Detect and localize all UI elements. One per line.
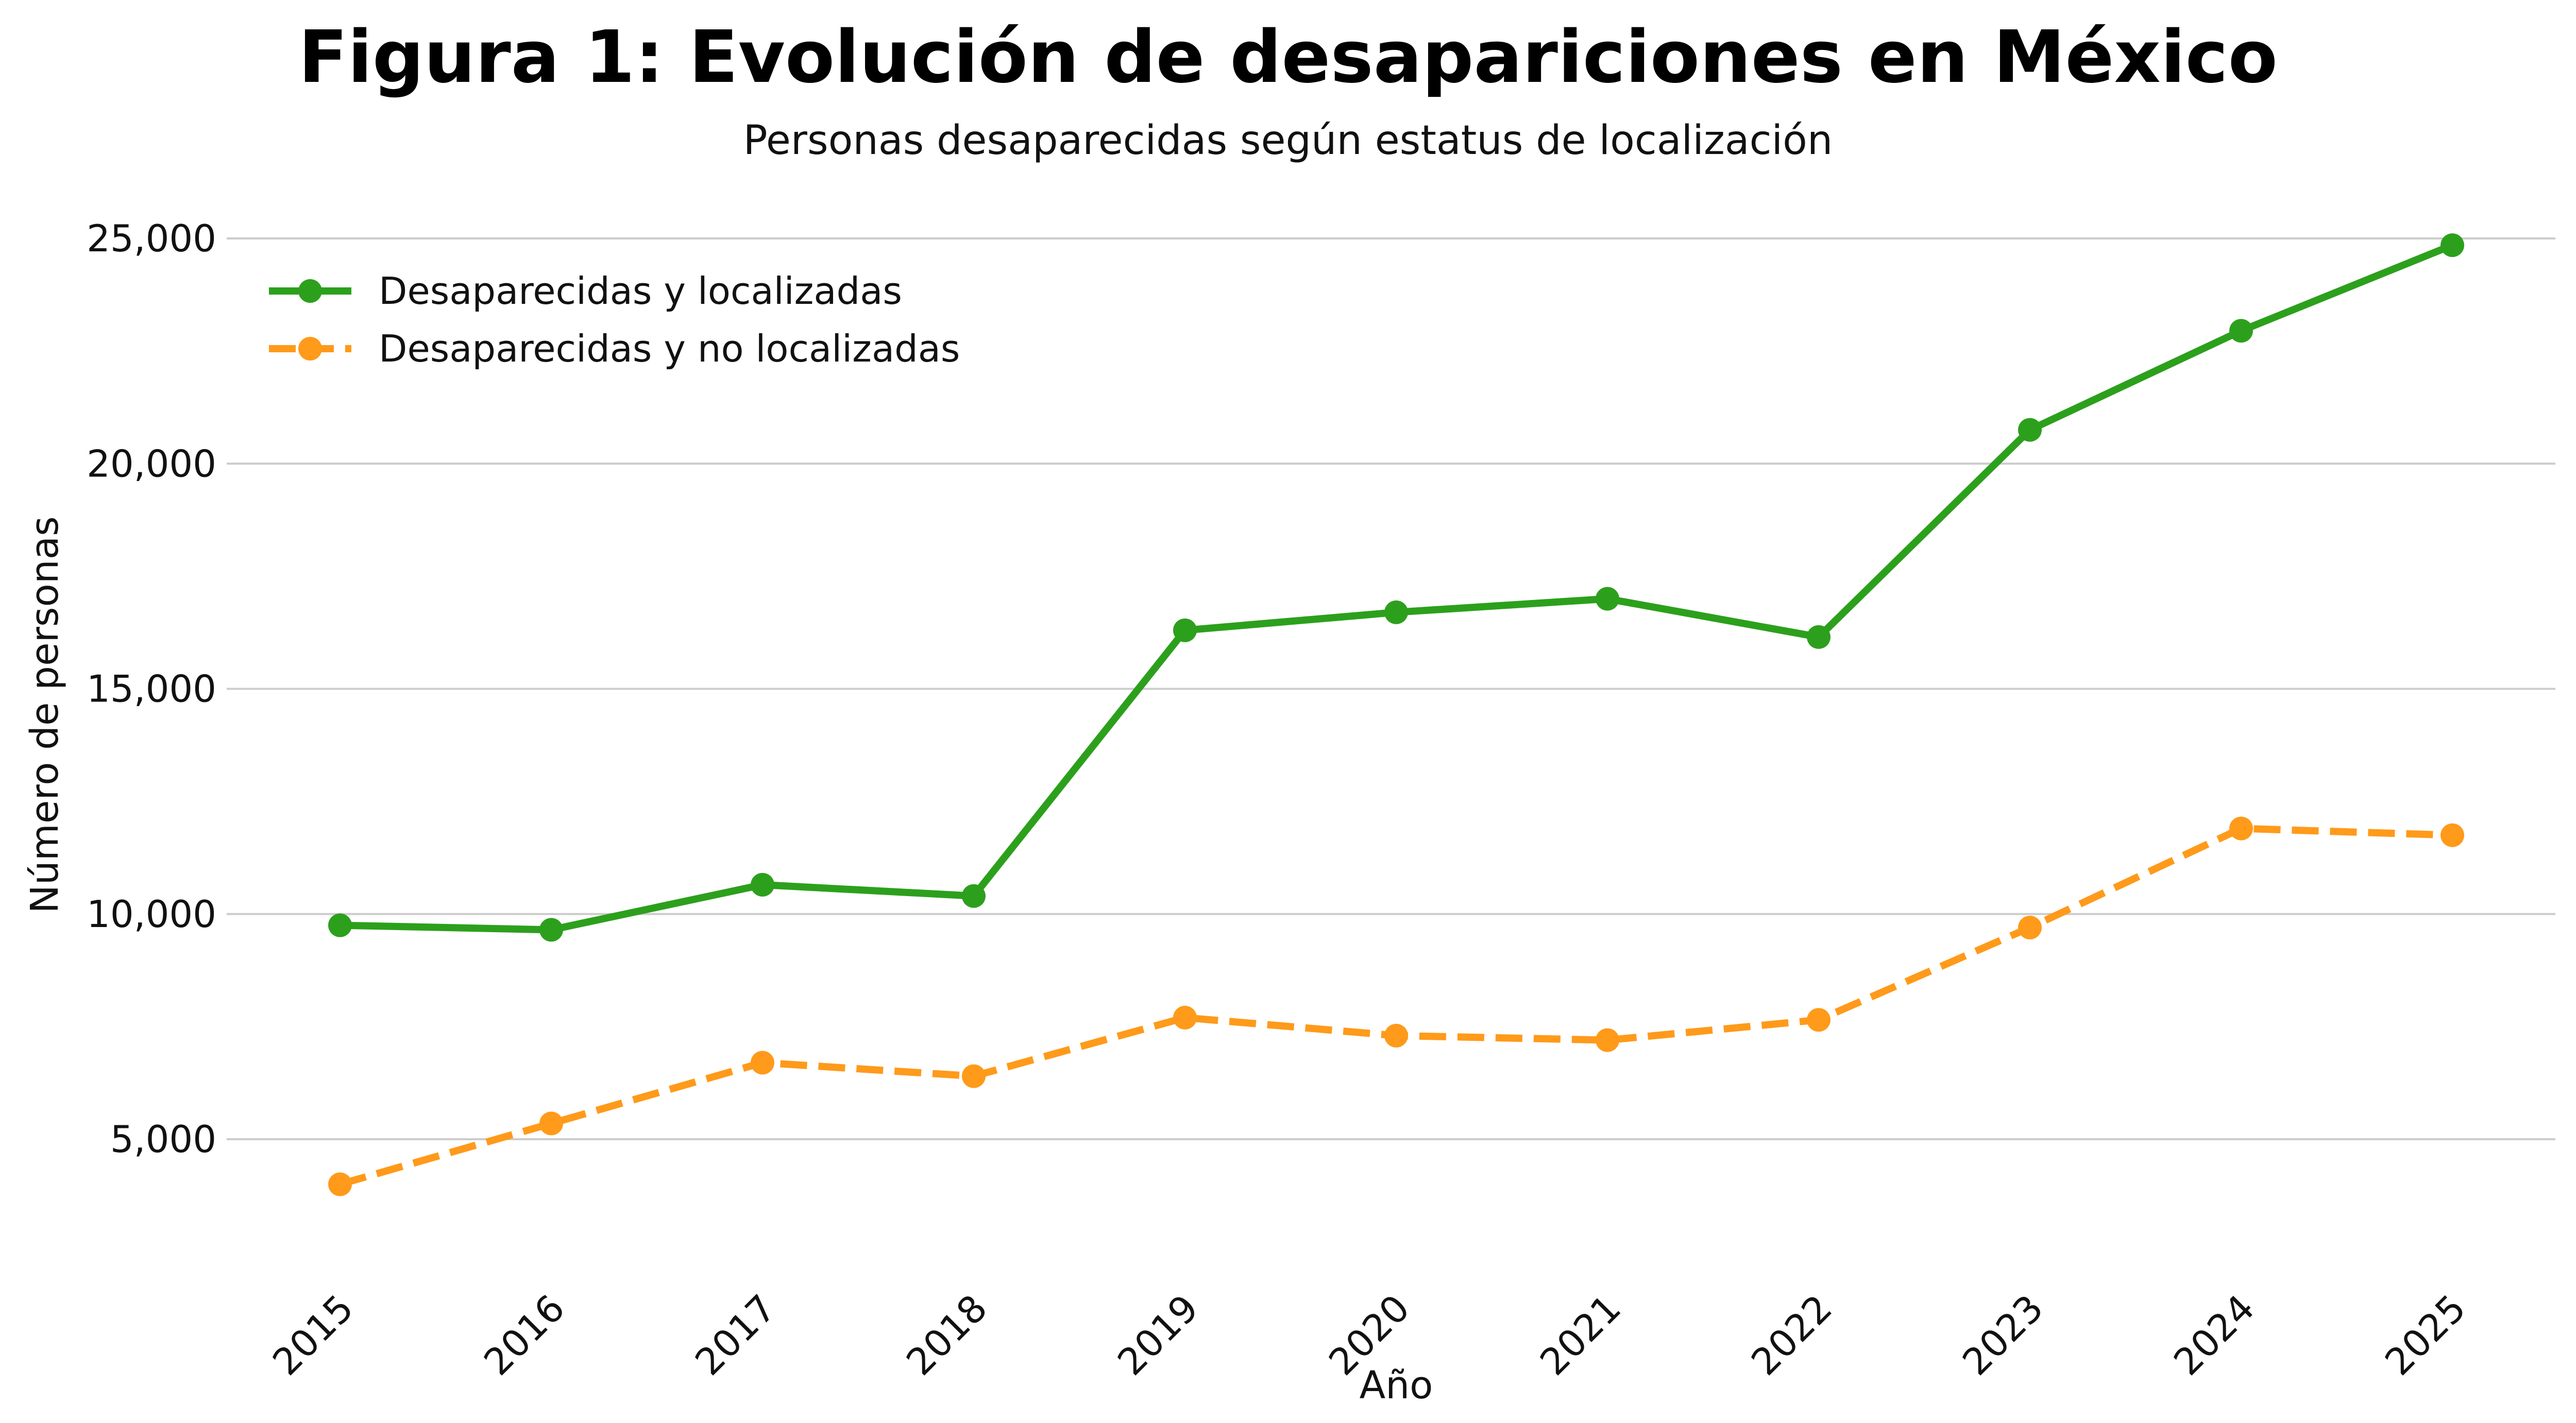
data-point — [2018, 915, 2042, 939]
y-axis-label: Número de personas — [23, 516, 67, 913]
y-axis-ticks: 5,000 10,000 15,000 20,000 25,000 — [87, 217, 216, 1161]
series-1 — [328, 233, 2464, 942]
data-point — [1384, 1023, 1408, 1048]
legend-swatch-marker — [298, 337, 322, 361]
x-tick-label: 2015 — [264, 1287, 362, 1384]
y-tick-label: 5,000 — [110, 1118, 216, 1161]
data-point — [539, 918, 563, 942]
data-point — [2018, 418, 2042, 442]
y-tick-label: 25,000 — [87, 217, 216, 260]
chart-title: Figura 1: Evolución de desapariciones en… — [298, 15, 2278, 99]
x-tick-label: 2023 — [1954, 1287, 2052, 1384]
data-point — [1173, 1005, 1197, 1030]
data-point — [751, 1051, 774, 1075]
x-tick-label: 2017 — [687, 1287, 784, 1384]
x-tick-label: 2018 — [898, 1287, 995, 1384]
x-axis-label: Año — [1360, 1363, 1433, 1408]
x-tick-label: 2025 — [2377, 1287, 2474, 1384]
data-point — [539, 1111, 563, 1136]
x-tick-label: 2019 — [1109, 1287, 1207, 1384]
data-point — [751, 872, 774, 897]
legend-label: Desaparecidas y no localizadas — [379, 327, 960, 370]
data-point — [328, 913, 352, 937]
legend-item: Desaparecidas y localizadas — [269, 269, 902, 313]
legend: Desaparecidas y localizadas Desaparecidas… — [269, 269, 960, 370]
legend-label: Desaparecidas y localizadas — [379, 269, 902, 313]
y-tick-label: 20,000 — [87, 442, 216, 485]
x-tick-label: 2024 — [2165, 1287, 2263, 1384]
data-point — [328, 1172, 352, 1196]
data-point — [962, 884, 986, 908]
data-point — [1596, 587, 1619, 611]
chart-subtitle: Personas desaparecidas según estatus de … — [743, 117, 1833, 164]
series-layer — [328, 233, 2464, 1196]
data-point — [1173, 618, 1197, 642]
data-point — [1596, 1028, 1619, 1052]
data-point — [1807, 1008, 1831, 1032]
x-tick-label: 2022 — [1743, 1287, 1840, 1384]
data-point — [2229, 816, 2253, 841]
data-point — [1384, 600, 1408, 624]
legend-item: Desaparecidas y no localizadas — [269, 327, 960, 370]
data-point — [962, 1064, 986, 1088]
data-point — [2441, 823, 2464, 847]
y-tick-label: 15,000 — [87, 667, 216, 711]
y-tick-label: 10,000 — [87, 893, 216, 936]
data-point — [2441, 233, 2464, 258]
x-tick-label: 2016 — [476, 1287, 573, 1384]
series-2 — [328, 816, 2464, 1196]
data-point — [1807, 625, 1831, 649]
series-line — [339, 825, 2453, 1188]
data-point — [2229, 319, 2253, 343]
gridlines — [227, 237, 2555, 1140]
legend-swatch-marker — [298, 279, 322, 303]
x-tick-label: 2021 — [1532, 1287, 1629, 1384]
